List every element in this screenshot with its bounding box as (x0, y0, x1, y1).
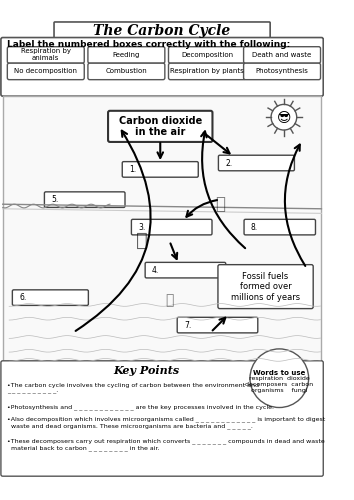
Text: •These decomposers carry out respiration which converts _ _ _ _ _ _ _ compounds : •These decomposers carry out respiration… (7, 438, 325, 451)
Circle shape (271, 104, 297, 130)
Text: Carbon dioxide
in the air: Carbon dioxide in the air (119, 116, 202, 137)
FancyBboxPatch shape (218, 155, 295, 171)
Text: Words to use: Words to use (253, 370, 306, 376)
Text: respiration  dioxide
decomposers  carbon
organisms    fungi: respiration dioxide decomposers carbon o… (245, 376, 313, 393)
Text: Decomposition: Decomposition (181, 52, 233, 58)
FancyBboxPatch shape (244, 220, 315, 235)
Text: The Carbon Cycle: The Carbon Cycle (93, 24, 231, 38)
FancyBboxPatch shape (169, 63, 245, 80)
FancyBboxPatch shape (88, 46, 165, 63)
FancyBboxPatch shape (88, 63, 165, 80)
Text: Death and waste: Death and waste (252, 52, 312, 58)
FancyBboxPatch shape (218, 264, 313, 308)
Text: Photosynthesis: Photosynthesis (256, 68, 308, 74)
FancyBboxPatch shape (169, 46, 245, 63)
Text: Fossil fuels
formed over
millions of years: Fossil fuels formed over millions of yea… (231, 272, 300, 302)
FancyBboxPatch shape (177, 318, 258, 333)
Text: 4.: 4. (152, 266, 159, 274)
Text: Combustion: Combustion (105, 68, 147, 74)
FancyBboxPatch shape (108, 111, 212, 142)
FancyBboxPatch shape (3, 96, 321, 361)
FancyBboxPatch shape (7, 63, 84, 80)
Text: 🐇: 🐇 (136, 232, 148, 250)
Text: 3.: 3. (138, 222, 145, 232)
FancyBboxPatch shape (131, 220, 212, 235)
Text: Label the numbered boxes correctly with the following:: Label the numbered boxes correctly with … (7, 40, 291, 50)
Text: •Also decomposition which involves microorganisms called _ _ _ _ _ _ _ _ _ _ _ _: •Also decomposition which involves micro… (7, 416, 326, 429)
Text: 2.: 2. (225, 158, 233, 168)
Text: 🦠: 🦠 (165, 294, 173, 308)
Circle shape (250, 349, 309, 408)
FancyBboxPatch shape (244, 63, 320, 80)
Text: 6.: 6. (19, 293, 27, 302)
Text: 😎: 😎 (276, 111, 291, 125)
FancyBboxPatch shape (1, 361, 323, 476)
FancyBboxPatch shape (7, 46, 84, 63)
Text: •Photosynthesis and _ _ _ _ _ _ _ _ _ _ _ _ are the key processes involved in th: •Photosynthesis and _ _ _ _ _ _ _ _ _ _ … (7, 405, 274, 410)
FancyBboxPatch shape (12, 290, 88, 306)
FancyBboxPatch shape (1, 38, 323, 96)
Text: Respiration by
animals: Respiration by animals (21, 48, 71, 62)
FancyBboxPatch shape (54, 22, 270, 40)
Text: 8.: 8. (251, 222, 258, 232)
Text: 7.: 7. (184, 320, 191, 330)
Text: 🌸: 🌸 (215, 195, 225, 213)
Text: 1.: 1. (129, 165, 136, 174)
Text: Respiration by plants: Respiration by plants (170, 68, 244, 74)
Text: Feeding: Feeding (113, 52, 140, 58)
Text: 5.: 5. (51, 195, 58, 204)
FancyBboxPatch shape (244, 46, 320, 63)
FancyBboxPatch shape (122, 162, 198, 177)
FancyBboxPatch shape (44, 192, 125, 208)
Text: •The carbon cycle involves the cycling of carbon between the environment and
_ _: •The carbon cycle involves the cycling o… (7, 383, 259, 394)
Text: No decomposition: No decomposition (14, 68, 77, 74)
FancyBboxPatch shape (145, 262, 226, 278)
Text: Key Points: Key Points (114, 366, 179, 376)
